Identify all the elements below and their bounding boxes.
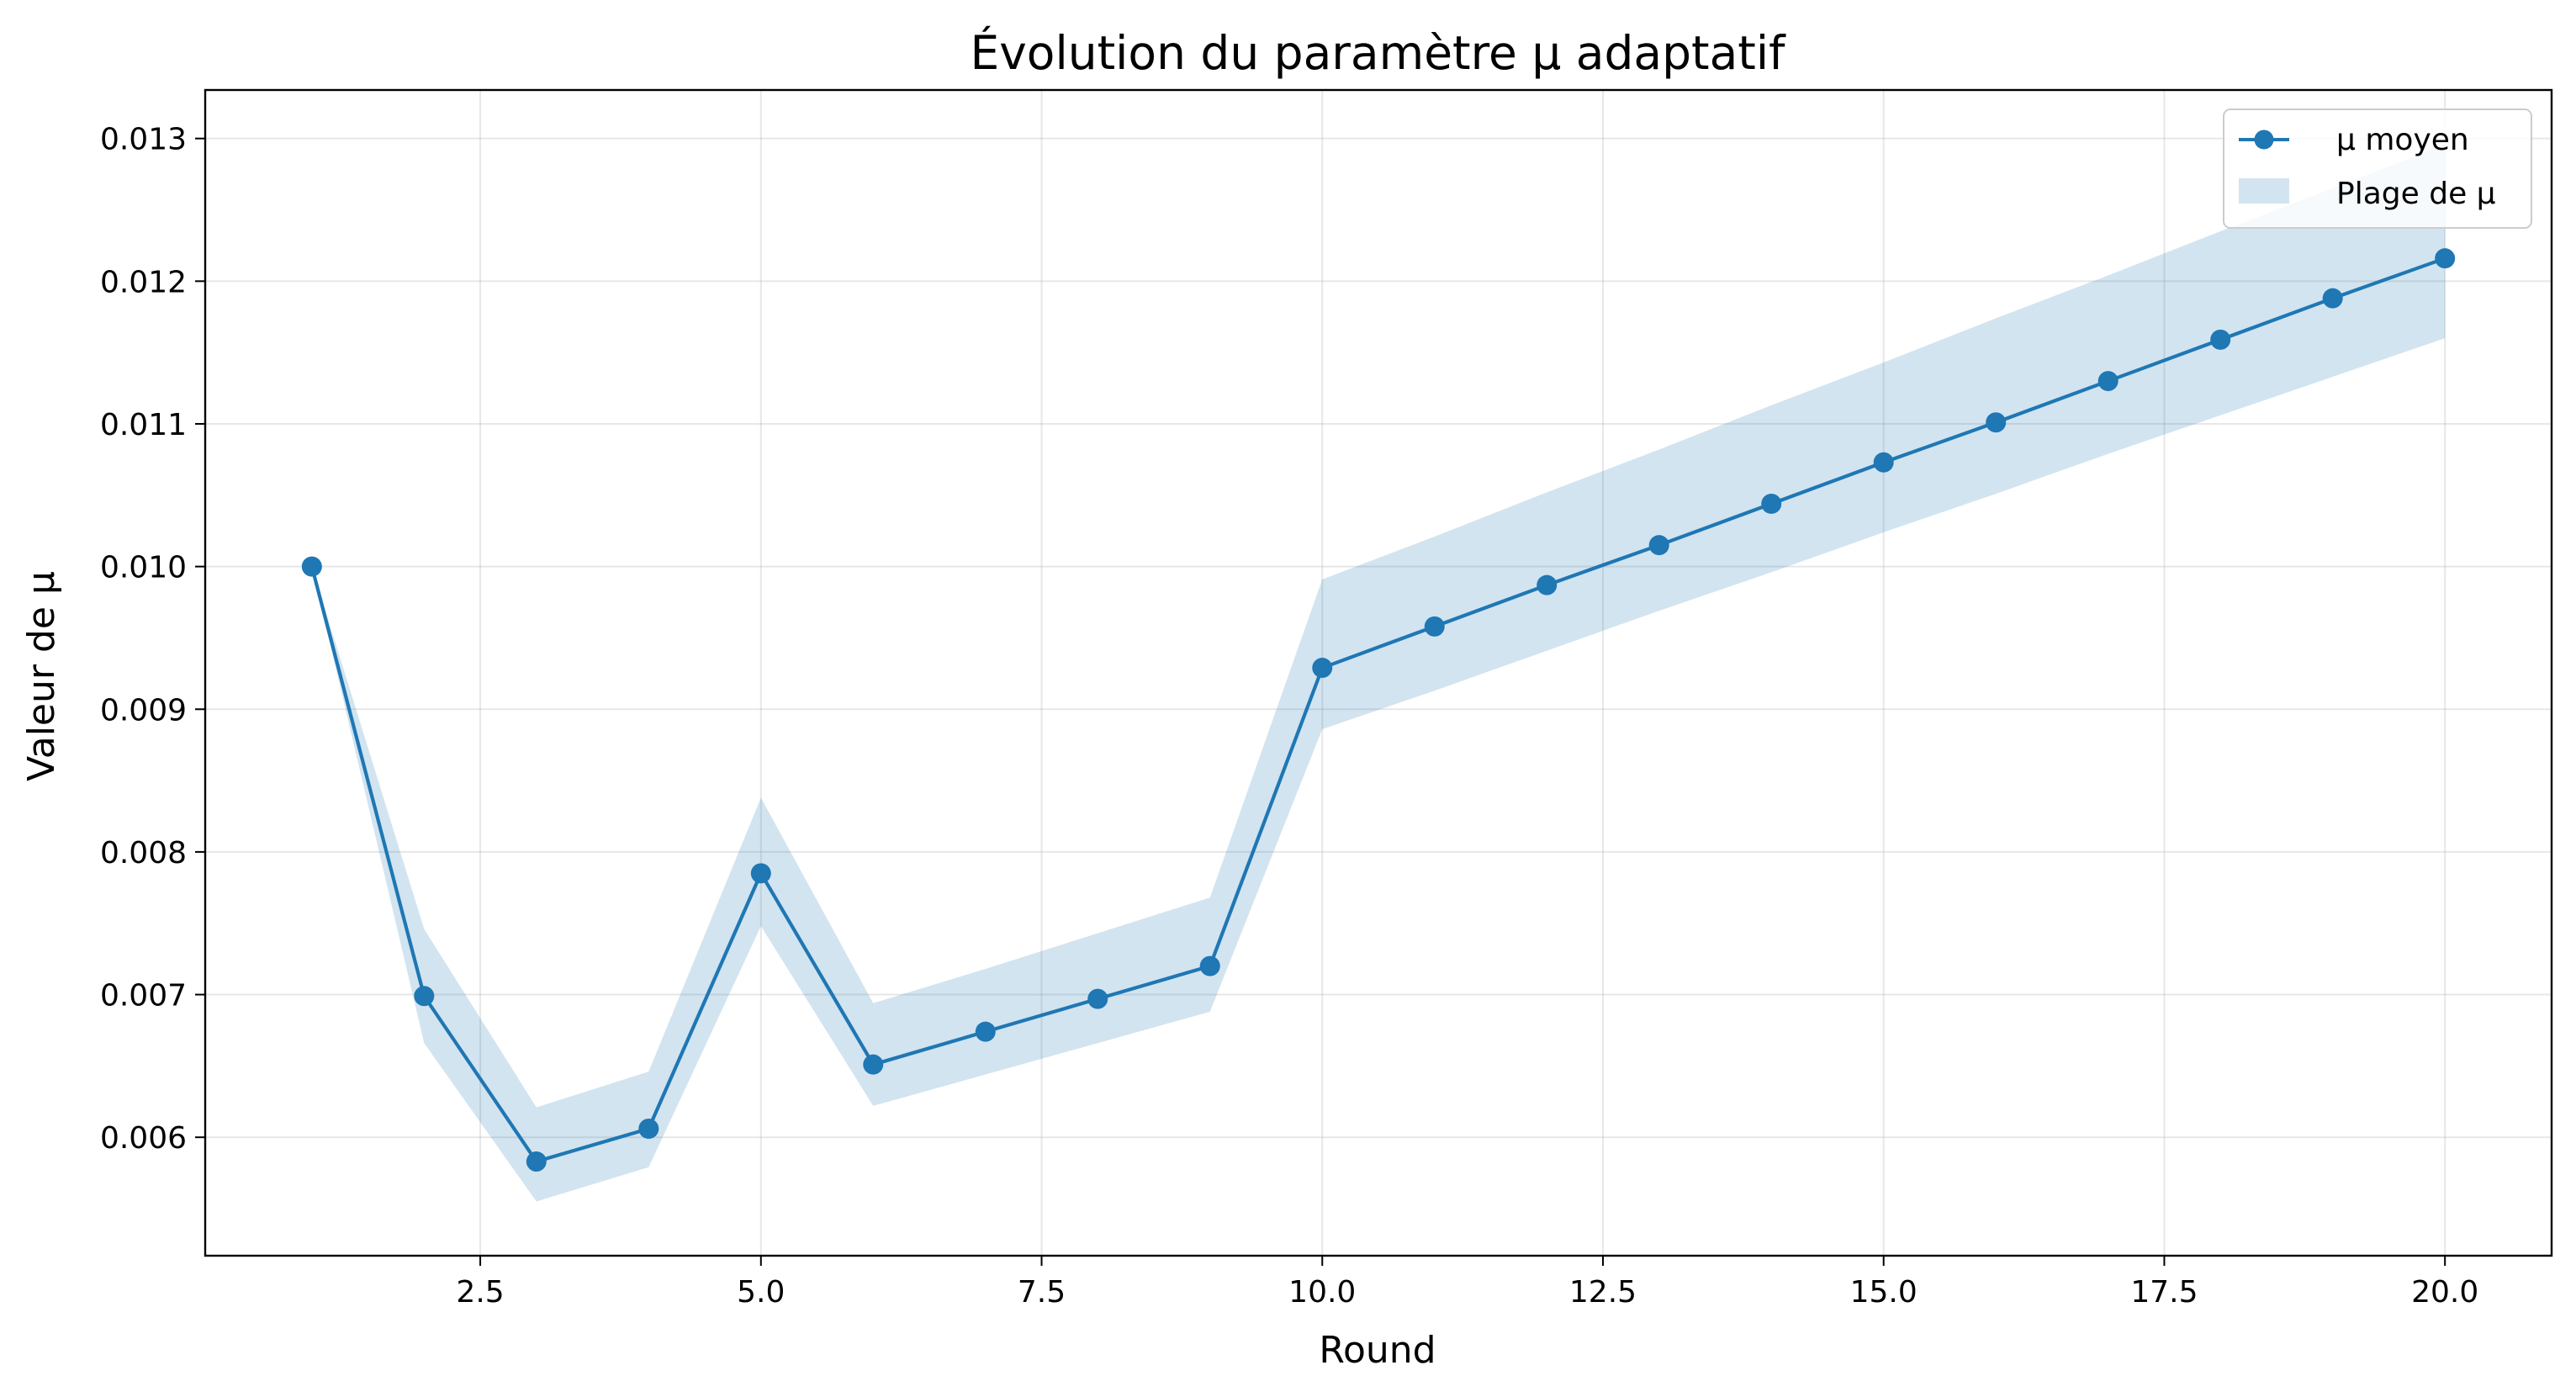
- data-point: [2435, 248, 2456, 269]
- legend-label-mean: μ moyen: [2336, 123, 2469, 157]
- legend-marker-swatch: [2254, 130, 2274, 150]
- data-point: [750, 863, 771, 884]
- y-tick-label: 0.011: [100, 408, 187, 442]
- data-point: [1312, 658, 1333, 679]
- legend-box: [2223, 108, 2532, 229]
- data-point: [1537, 574, 1558, 595]
- data-point: [301, 556, 322, 577]
- x-tick-label: 10.0: [1288, 1275, 1356, 1310]
- data-point: [1986, 412, 2007, 433]
- y-tick-label: 0.007: [100, 979, 187, 1013]
- x-tick-label: 5.0: [737, 1275, 785, 1310]
- data-point: [414, 986, 435, 1007]
- data-point: [1199, 955, 1220, 976]
- y-tick-label: 0.009: [100, 693, 187, 728]
- series-line: [309, 257, 2446, 1164]
- x-tick-label: 2.5: [456, 1275, 504, 1310]
- y-tick-label: 0.008: [100, 836, 187, 870]
- range-band: [311, 144, 2446, 1202]
- y-axis-label: Valeur de μ: [20, 571, 63, 781]
- data-point: [863, 1054, 884, 1075]
- legend: μ moyen Plage de μ: [2223, 108, 2532, 229]
- x-axis-ticks: 2.5 5.0 7.5 10.0 12.5 15.0 17.5 20.0: [456, 1256, 2478, 1310]
- y-tick-label: 0.012: [100, 265, 187, 299]
- chart-title: Évolution du paramètre μ adaptatif: [971, 26, 1787, 80]
- legend-band-swatch: [2239, 178, 2289, 204]
- x-axis-label: Round: [1319, 1329, 1436, 1372]
- data-point: [1761, 493, 1782, 514]
- plot-frame: [204, 88, 2553, 1257]
- data-point: [1873, 452, 1894, 473]
- series-markers: [301, 248, 2456, 1172]
- data-point: [1424, 616, 1445, 637]
- y-tick-label: 0.013: [100, 123, 187, 157]
- x-tick-label: 20.0: [2411, 1275, 2478, 1310]
- x-tick-label: 12.5: [1569, 1275, 1637, 1310]
- data-point: [1648, 535, 1669, 556]
- mean-line: [309, 257, 2446, 1164]
- data-point: [2322, 288, 2343, 309]
- x-tick-label: 17.5: [2130, 1275, 2198, 1310]
- data-point: [526, 1151, 547, 1172]
- y-tick-label: 0.010: [100, 551, 187, 585]
- y-tick-label: 0.006: [100, 1121, 187, 1156]
- data-point: [2097, 371, 2118, 392]
- range-band-area: [311, 144, 2446, 1202]
- data-point: [1087, 988, 1108, 1009]
- data-point: [2210, 329, 2231, 350]
- grid: [205, 90, 2552, 1256]
- data-point: [975, 1021, 996, 1042]
- data-point: [638, 1119, 659, 1140]
- x-tick-label: 15.0: [1850, 1275, 1917, 1310]
- legend-label-range: Plage de μ: [2336, 177, 2496, 211]
- x-tick-label: 7.5: [1018, 1275, 1066, 1310]
- y-axis-ticks: 0.006 0.007 0.008 0.009 0.010 0.011 0.012 0.013: [100, 123, 205, 1156]
